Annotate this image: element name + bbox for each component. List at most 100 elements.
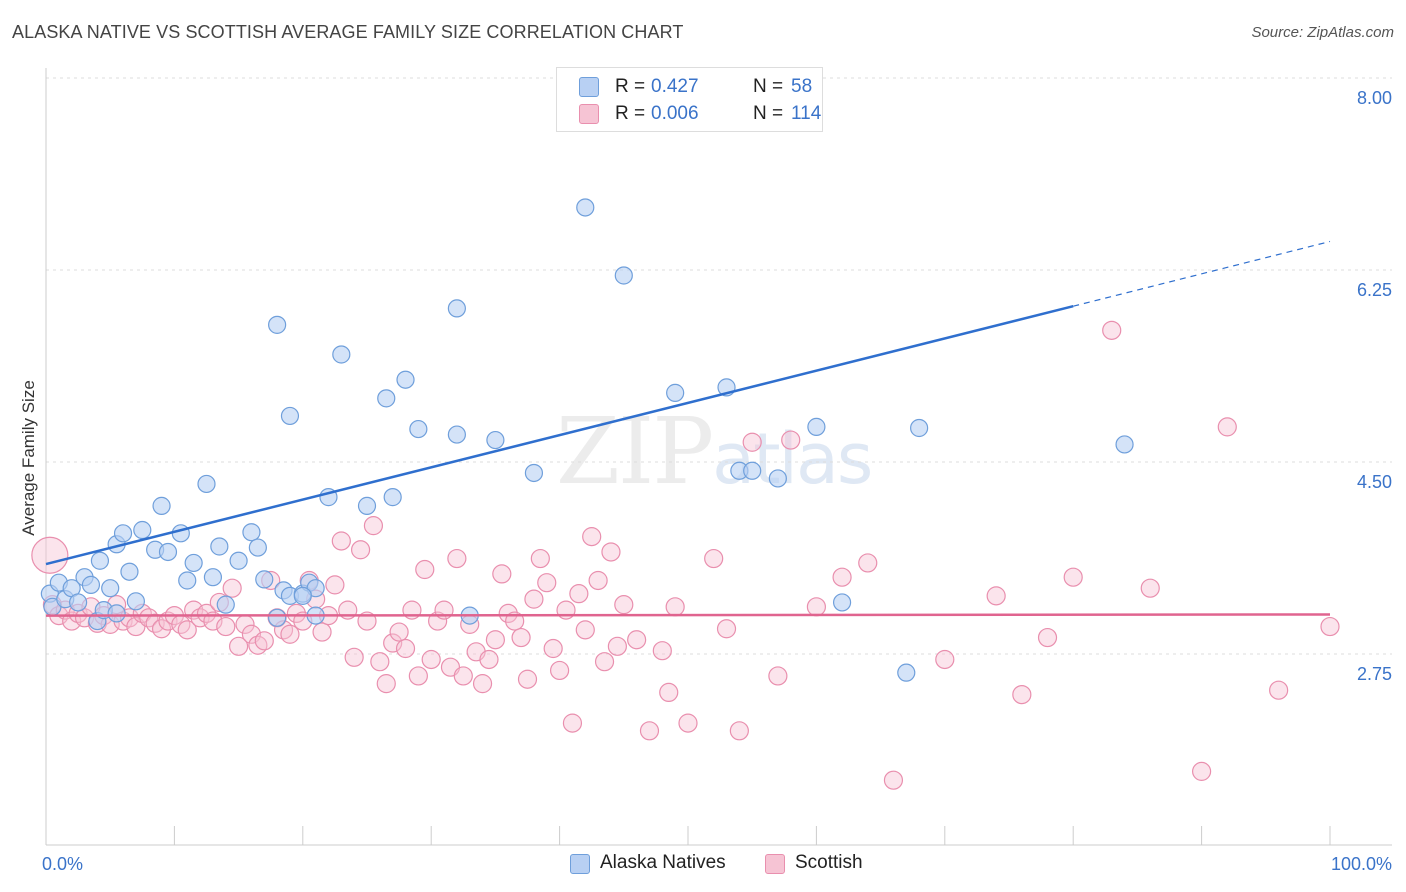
x-tick-label: 100.0% [1331, 854, 1392, 874]
scottish-point [325, 575, 345, 595]
scottish-point [537, 573, 557, 593]
scottish-point [280, 624, 300, 644]
scottish-point [556, 600, 576, 620]
alaska-natives-point [255, 570, 274, 589]
scottish-point [428, 611, 448, 631]
scottish-point [562, 713, 583, 733]
axes [45, 68, 1392, 846]
alaska-natives-point [743, 461, 762, 480]
alaska-natives-point [293, 586, 312, 605]
scottish-point [1037, 627, 1058, 648]
alaska-natives-trend-line [45, 304, 1074, 566]
chart-title: ALASKA NATIVE VS SCOTTISH AVERAGE FAMILY… [12, 22, 684, 42]
scottish-point [151, 619, 172, 639]
scottish-point [415, 559, 435, 580]
scottish-point [652, 641, 672, 661]
scottish-point [408, 666, 428, 686]
alaska-natives-point [171, 524, 190, 543]
scottish-point [254, 631, 274, 651]
alaska-natives-point [184, 553, 203, 573]
alaska-natives-point [178, 571, 197, 590]
alaska-natives-point [576, 198, 595, 217]
scottish-point [1012, 684, 1032, 705]
scottish-point [511, 627, 531, 648]
scottish-point [627, 630, 647, 650]
alaska-natives-point [68, 593, 88, 612]
scottish-point [350, 540, 371, 560]
scottish-point [601, 542, 621, 562]
alaska-natives-point [409, 419, 428, 439]
scottish-point [517, 669, 538, 689]
scottish-point [806, 597, 827, 617]
alaska-natives-point [910, 418, 929, 438]
scottish-point [729, 721, 749, 741]
alaska-natives-point [280, 406, 300, 426]
scottish-point [832, 567, 852, 587]
scottish-point [492, 564, 512, 584]
scottish-point [614, 595, 634, 615]
scottish-point [485, 630, 505, 650]
alaska-natives-point [248, 538, 267, 557]
scottish-point [1140, 578, 1160, 598]
scottish-point [395, 638, 416, 659]
alaska-natives-point [524, 463, 544, 483]
scottish-point [177, 620, 197, 640]
alaska-natives-point [107, 604, 126, 623]
alaska-natives-point [897, 663, 916, 682]
scottish-point [607, 636, 627, 656]
scottish-point [370, 652, 390, 672]
scottish-point [858, 553, 878, 573]
legend-r-label: R = [615, 103, 646, 124]
grid-lines [46, 77, 1392, 655]
scottish-point [472, 674, 493, 694]
stats-legend: R = 0.427 N = 58 R = 0.006 N = 114 [556, 67, 823, 132]
alaska-natives-point [377, 389, 396, 408]
legend-n-value: 58 [791, 76, 813, 97]
y-tick-label: 2.75 [1357, 664, 1392, 684]
alaska-natives-point [90, 551, 110, 570]
legend-n-label: N = [753, 103, 784, 124]
alaska-natives-point [768, 469, 787, 488]
scottish-trend-line [45, 613, 1331, 617]
scottish-point [594, 652, 615, 672]
scottish-point [575, 620, 595, 640]
scottish-point [665, 597, 685, 617]
alaska-natives-point [210, 537, 229, 556]
legend-label-scottish: Scottish [795, 852, 863, 873]
x-tick-label: 0.0% [42, 854, 83, 874]
scottish-point [1063, 567, 1083, 587]
alaska-natives-point [113, 524, 133, 543]
alaska-natives-point [133, 520, 152, 540]
alaska-natives-point [229, 551, 248, 570]
scottish-point [344, 647, 364, 667]
alaska-natives-point [268, 315, 287, 334]
scottish-point [479, 649, 499, 670]
alaska-natives-trend-extension [1073, 240, 1331, 307]
alaska-natives-point [357, 496, 377, 515]
alaska-natives-point [152, 496, 171, 515]
alaska-natives-point [216, 595, 235, 614]
y-axis-label: Average Family Size [19, 380, 38, 536]
scottish-point [781, 430, 801, 450]
scottish-point [447, 548, 467, 569]
alaska-natives-point [832, 593, 852, 612]
legend-n-value: 114 [791, 103, 822, 124]
blue-swatch [570, 854, 590, 874]
scottish-point [986, 586, 1006, 606]
scottish-point [935, 649, 955, 670]
scottish-point [31, 536, 69, 574]
scottish-point [1269, 680, 1289, 700]
scottish-point [639, 721, 660, 741]
alaska-natives-point [807, 417, 826, 436]
tick-labels: 8.00 6.25 4.50 2.75 0.0% 100.0% [42, 88, 1392, 874]
scottish-point [716, 619, 737, 639]
alaska-natives-point [126, 592, 145, 611]
scottish-point [216, 616, 236, 637]
alaska-natives-point [158, 542, 178, 562]
y-tick-label: 4.50 [1357, 472, 1392, 492]
scottish-point [1320, 616, 1340, 637]
alaska-natives-point [120, 562, 139, 581]
alaska-natives-point [666, 383, 685, 402]
scottish-point [498, 603, 518, 624]
